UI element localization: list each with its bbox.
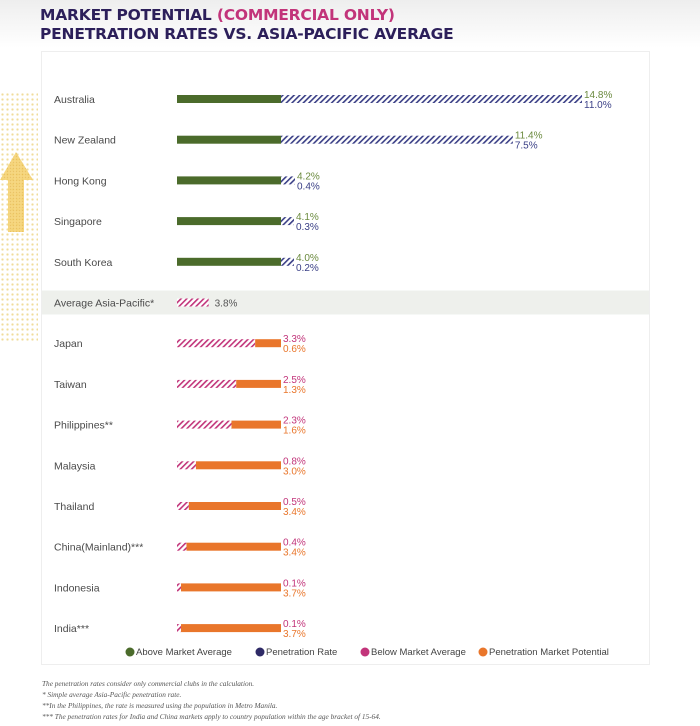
category-label: Philippines** [54, 420, 113, 432]
below-market-bar [177, 339, 256, 348]
category-label: China(Mainland)*** [54, 542, 143, 554]
chart-panel: Australia 14.8% 11.0% New Zealand 11.4% 7.5% H… [41, 51, 650, 665]
decorative-arrow-icon [0, 152, 33, 232]
footnote: The penetration rates consider only comm… [42, 679, 255, 688]
penetration-rate-bar [281, 217, 294, 226]
below-market-bar [177, 461, 196, 470]
legend-label: Penetration Rate [266, 647, 337, 658]
average-value-label: 3.8% [215, 299, 238, 310]
market-potential-label: 3.4% [283, 548, 306, 559]
penetration-rate-label: 3.3% [283, 334, 306, 345]
footnote: *** The penetration rates for India and … [42, 712, 381, 721]
category-label: India*** [54, 623, 89, 635]
market-potential-bar [186, 542, 281, 551]
above-market-label: 0.3% [296, 222, 319, 233]
market-potential-label: 3.7% [283, 588, 306, 599]
market-potential-label: 1.3% [283, 385, 306, 396]
title-line-1: MARKET POTENTIAL (COMMERCIAL ONLY) [40, 6, 454, 25]
page-header-background [0, 0, 700, 48]
category-label: Australia [54, 94, 95, 106]
category-label: New Zealand [54, 135, 116, 147]
penetration-rate-label: 0.4% [283, 538, 306, 549]
above-market-bar [177, 217, 281, 226]
category-label: Taiwan [54, 379, 87, 391]
above-market-bar [177, 135, 281, 144]
market-potential-bar [236, 379, 281, 388]
market-potential-bar [195, 461, 281, 470]
penetration-rate-bar [281, 257, 294, 266]
market-potential-label: 3.7% [283, 629, 306, 640]
penetration-rate-label: 0.8% [283, 456, 306, 467]
penetration-rate-label: 0.1% [283, 619, 306, 630]
market-potential-bar [188, 502, 281, 510]
above-market-bar [177, 176, 281, 185]
market-potential-bar [181, 624, 281, 633]
footnote: **In the Philippines, the rate is measur… [42, 701, 278, 710]
below-market-bar [177, 420, 232, 429]
market-potential-label: 0.6% [283, 344, 306, 355]
penetration-rate-bar [281, 176, 295, 185]
category-label: Singapore [54, 216, 102, 228]
above-market-label: 11.0% [584, 100, 612, 111]
category-label: Japan [54, 338, 83, 350]
market-potential-label: 3.0% [283, 466, 306, 477]
footnote: * Simple average Asia-Pacific penetratio… [42, 690, 182, 699]
below-market-bar [177, 624, 181, 633]
below-market-bar [177, 379, 237, 388]
below-market-bar [177, 502, 189, 510]
title-block: MARKET POTENTIAL (COMMERCIAL ONLY) PENET… [40, 6, 454, 44]
title-line-2: PENETRATION RATES VS. ASIA-PACIFIC AVERA… [40, 25, 454, 43]
below-market-bar [177, 583, 181, 592]
category-label: Thailand [54, 501, 94, 513]
above-market-label: 7.5% [515, 141, 538, 152]
market-potential-bar [255, 339, 281, 348]
category-label: Average Asia-Pacific* [54, 298, 154, 310]
average-bar [177, 298, 209, 307]
legend-marker [478, 647, 488, 657]
penetration-rate-label: 4.0% [296, 253, 319, 264]
market-potential-label: 1.6% [283, 426, 306, 437]
title-highlight: (COMMERCIAL ONLY) [216, 6, 395, 24]
penetration-rate-label: 11.4% [515, 131, 543, 142]
penetration-rate-label: 14.8% [584, 90, 612, 101]
legend-label: Above Market Average [136, 647, 232, 658]
below-market-bar [177, 542, 187, 551]
penetration-rate-label: 2.3% [283, 416, 306, 427]
above-market-label: 0.2% [296, 263, 319, 274]
title-prefix: MARKET POTENTIAL [40, 6, 212, 24]
above-market-bar [177, 95, 281, 103]
penetration-rate-bar [281, 135, 513, 144]
penetration-rate-label: 2.5% [283, 375, 306, 386]
market-potential-bar [181, 583, 281, 592]
category-label: South Korea [54, 257, 113, 269]
legend-label: Below Market Average [371, 647, 466, 658]
penetration-rate-bar [281, 95, 582, 103]
legend-marker [360, 647, 370, 657]
penetration-rate-label: 0.5% [283, 497, 306, 508]
legend-marker [255, 647, 265, 657]
legend-marker [125, 647, 135, 657]
penetration-rate-label: 4.1% [296, 212, 319, 223]
above-market-label: 0.4% [297, 181, 320, 192]
above-market-bar [177, 257, 281, 266]
market-potential-label: 3.4% [283, 507, 306, 518]
penetration-rate-label: 4.2% [297, 171, 320, 182]
category-label: Indonesia [54, 582, 100, 594]
footnotes: The penetration rates consider only comm… [42, 678, 381, 722]
category-label: Malaysia [54, 460, 96, 472]
average-band [42, 290, 649, 315]
penetration-rate-label: 0.1% [283, 578, 306, 589]
legend-label: Penetration Market Potential [489, 647, 609, 658]
market-potential-bar [231, 420, 281, 429]
penetration-rate-chart: Australia 14.8%11.0% New Zealand 11.4%7.5% H… [42, 90, 649, 658]
category-label: Hong Kong [54, 175, 107, 187]
